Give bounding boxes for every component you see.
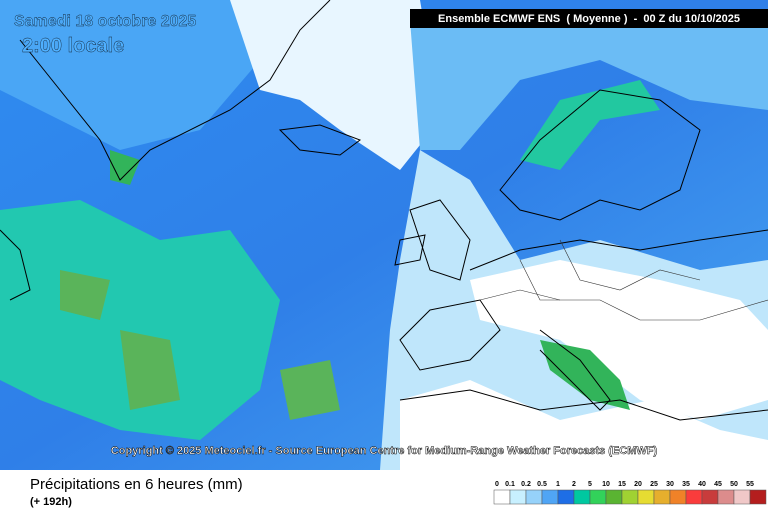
legend: 0 0.1 0.2 0.5 1 2 5 10 15 20 25 30 35 40 45 50 55 [493, 481, 767, 505]
legend-swatch [621, 489, 639, 505]
rain-area [520, 80, 660, 170]
borders [479, 239, 768, 321]
precip-area [0, 0, 260, 150]
legend-label: 15 [618, 481, 626, 488]
legend-label: 0 [495, 481, 499, 488]
date: Samedi 18 octobre 2025 [14, 13, 196, 30]
legend-swatch [701, 489, 719, 505]
legend-swatch [573, 489, 591, 505]
rain-core [60, 270, 340, 420]
legend-swatch [525, 489, 543, 505]
time: 2:00 locale [22, 35, 124, 57]
legend-swatch [605, 489, 623, 505]
legend-label: 1 [556, 481, 560, 488]
copyright: Copyright © 2025 Meteociel.fr - Source E… [111, 445, 658, 457]
precip-area [410, 20, 768, 150]
legend-swatch [669, 489, 687, 505]
legend-swatch [557, 489, 575, 505]
legend-label: 50 [730, 481, 738, 488]
legend-swatch [653, 489, 671, 505]
product-title: Précipitations en 6 heures (mm) [30, 476, 243, 493]
rain-area [110, 150, 140, 185]
rain-area [540, 340, 630, 410]
legend-label: 55 [746, 481, 754, 488]
legend-label: 5 [588, 481, 592, 488]
legend-label: 25 [650, 481, 658, 488]
model-banner [410, 9, 768, 28]
legend-swatch [541, 489, 559, 505]
legend-label: 20 [634, 481, 642, 488]
rain-area [0, 200, 280, 440]
legend-swatch [749, 489, 767, 505]
legend-label: 0.1 [505, 481, 515, 488]
legend-label: 0.5 [537, 481, 547, 488]
coastlines [0, 0, 768, 421]
legend-label: 10 [602, 481, 610, 488]
legend-label: 0.2 [521, 481, 531, 488]
legend-swatch [733, 489, 751, 505]
legend-label: 2 [572, 481, 576, 488]
legend-swatch [637, 489, 655, 505]
legend-swatch [509, 489, 527, 505]
legend-label: 45 [714, 481, 722, 488]
legend-swatch [493, 489, 511, 505]
legend-label: 30 [666, 481, 674, 488]
legend-swatch [589, 489, 607, 505]
legend-label: 40 [698, 481, 706, 488]
legend-swatch [717, 489, 735, 505]
north-africa-dry [400, 380, 768, 470]
model-info: Ensemble ECMWF ENS ( Moyenne ) - 00 Z du… [438, 13, 740, 25]
greenland-sea [230, 0, 440, 170]
lead-time: (+ 192h) [30, 496, 72, 508]
legend-swatch [685, 489, 703, 505]
legend-label: 35 [682, 481, 690, 488]
